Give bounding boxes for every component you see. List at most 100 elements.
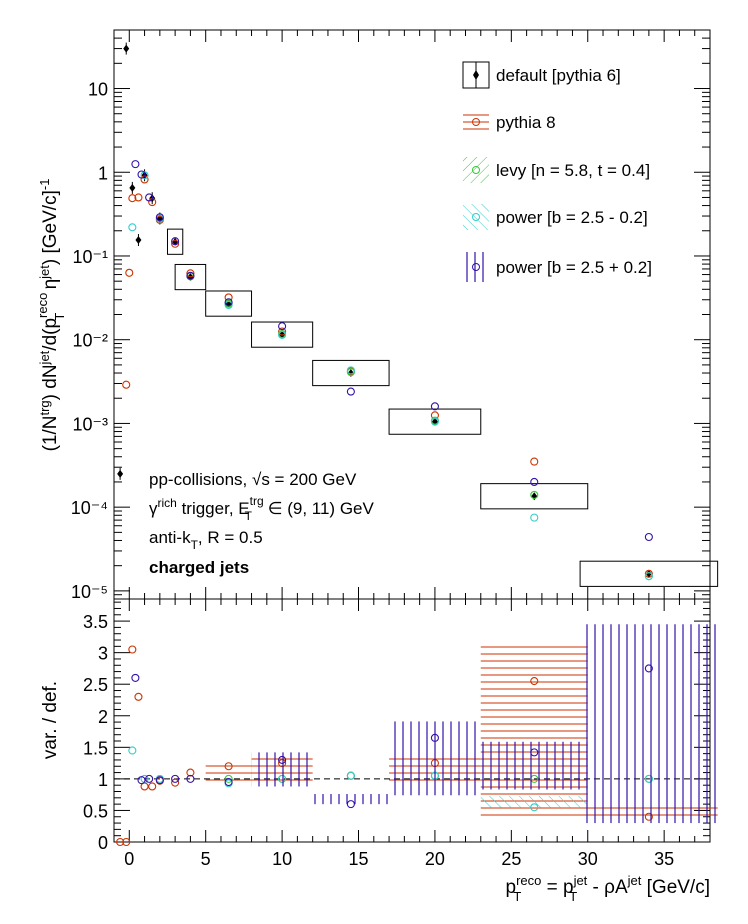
default-marker <box>531 492 538 501</box>
ratio-marker <box>346 771 355 780</box>
bottom-y-tick-label: 1.5 <box>83 738 108 758</box>
x-tick-label: 20 <box>425 849 445 869</box>
x-tick-label: 30 <box>578 849 598 869</box>
default-marker <box>117 469 124 478</box>
bottom-y-tick-label: 0 <box>98 833 108 853</box>
default-syst-box <box>174 263 207 291</box>
variation-marker <box>171 237 180 246</box>
default-marker <box>645 569 652 578</box>
ratio-uncertainty-band <box>480 741 588 790</box>
ratio-marker <box>530 748 539 757</box>
default-marker <box>123 44 130 53</box>
legend-swatch-power-plus <box>463 252 489 282</box>
variation-marker <box>186 271 195 280</box>
variation-marker <box>530 457 539 466</box>
variation-marker <box>278 327 287 336</box>
default-marker <box>172 237 179 246</box>
legend-entry-power-plus: power [b = 2.5 + 0.2] <box>463 252 652 282</box>
ratio-uncertainty-band <box>580 624 718 824</box>
variation-marker <box>155 213 164 222</box>
variation-marker <box>140 171 149 180</box>
variation-marker <box>346 387 355 396</box>
ratio-marker <box>131 673 140 682</box>
x-tick-label: 25 <box>501 849 521 869</box>
bottom-y-tick-label: 2.5 <box>83 675 108 695</box>
variation-marker <box>430 402 439 411</box>
top-y-ticks: 10⁻⁵ 10⁻⁴ 10⁻³ 10⁻² 10⁻¹ 1 10 <box>71 29 711 602</box>
ratio-uncertainty-band <box>480 795 588 808</box>
ratio-marker <box>224 762 233 771</box>
variation-marker <box>278 322 287 331</box>
variation-marker <box>122 380 131 389</box>
ratio-marker <box>140 782 149 791</box>
top-y-axis-label: (1/Ntrg) dNjet/d(preco T ηjet) [GeV/c]-1 <box>35 179 67 452</box>
bottom-y-tick-label: 2 <box>98 707 108 727</box>
spectrum-panel: 10⁻⁵ 10⁻⁴ 10⁻³ 10⁻² 10⁻¹ 1 10 (1/Ntrg) dNjet/d… <box>35 29 719 602</box>
variation-marker <box>530 490 539 499</box>
ratio-marker <box>346 800 355 809</box>
top-plot-data <box>117 42 719 587</box>
default-syst-box <box>205 290 253 317</box>
ratio-marker <box>171 774 180 783</box>
variation-marker <box>644 572 653 581</box>
ratio-marker <box>134 692 143 701</box>
x-tick-label: 0 <box>124 849 134 869</box>
legend-label-pythia8: pythia 8 <box>496 113 556 132</box>
variation-marker <box>278 330 287 339</box>
ratio-marker <box>116 837 125 847</box>
ratio-uncertainty-band <box>312 794 390 805</box>
x-axis-label: preco T = pjet T - ρAjet [GeV/c] <box>506 873 711 904</box>
bottom-y-tick-label: 0.5 <box>83 801 108 821</box>
ratio-marker <box>122 837 131 847</box>
bottom-y-tick-label: 3 <box>98 644 108 664</box>
ratio-marker <box>278 755 287 764</box>
ratio-marker <box>186 774 195 783</box>
variation-marker <box>644 569 653 578</box>
ratio-uncertainty-band <box>205 761 252 784</box>
variation-marker <box>224 293 233 302</box>
default-syst-box <box>312 359 390 387</box>
top-y-tick-label: 10 <box>88 80 108 100</box>
variation-marker <box>128 194 137 203</box>
annotation-charged-jets: charged jets <box>149 558 249 577</box>
ratio-marker <box>430 733 439 742</box>
ratio-marker <box>148 782 157 791</box>
variation-marker <box>224 298 233 307</box>
x-tick-label: 15 <box>348 849 368 869</box>
legend-label-power-plus: power [b = 2.5 + 0.2] <box>496 258 652 277</box>
ratio-marker <box>186 768 195 777</box>
ratio-marker <box>530 803 539 812</box>
x-tick-label: 35 <box>654 849 674 869</box>
legend-marker-pythia6 <box>473 70 479 80</box>
default-syst-box <box>480 483 589 510</box>
default-syst-box <box>579 560 719 587</box>
variation-marker <box>530 477 539 487</box>
ratio-marker <box>155 776 164 785</box>
default-marker <box>135 236 142 245</box>
bottom-ticks: 0 0.5 1 1.5 2 2.5 3 3.5 0 5 10 15 20 25 30 35 <box>83 599 711 869</box>
x-tick-label: 5 <box>201 849 211 869</box>
ratio-marker <box>224 774 233 783</box>
ratio-marker <box>530 677 539 686</box>
ratio-uncertainty-band <box>389 721 481 796</box>
variation-marker <box>171 239 180 248</box>
variation-marker <box>125 268 134 277</box>
ratio-marker <box>128 746 137 755</box>
ratio-uncertainty-band <box>251 752 313 787</box>
top-y-tick-label: 10⁻⁴ <box>71 498 108 518</box>
legend-entry-pythia8: pythia 8 <box>463 109 556 135</box>
default-syst-box <box>251 321 314 348</box>
legend-swatch-power-minus <box>463 204 489 230</box>
legend-swatch-pythia8 <box>463 109 489 135</box>
default-marker <box>129 183 136 192</box>
bottom-plot-data <box>114 624 718 847</box>
annotation-collisions: pp-collisions, √s = 200 GeV <box>149 470 357 489</box>
legend: default [pythia 6] pythia 8 levy [n = 5.… <box>462 61 652 282</box>
legend-marker-pythia8 <box>472 118 480 126</box>
variation-marker <box>224 300 233 310</box>
variation-marker <box>131 160 140 169</box>
variation-marker <box>145 193 154 202</box>
top-y-tick-label: 10⁻³ <box>72 414 108 434</box>
variation-marker <box>186 269 195 278</box>
